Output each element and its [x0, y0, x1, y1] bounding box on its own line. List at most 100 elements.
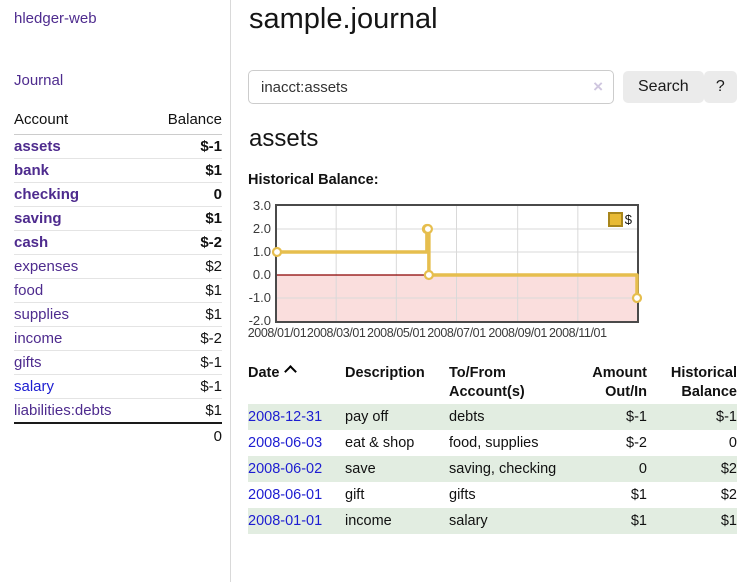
y-axis-tick: 0.0	[252, 267, 271, 282]
transaction-date-link[interactable]: 2008-01-01	[248, 513, 323, 529]
legend-label: $	[624, 212, 632, 227]
account-heading: assets	[249, 125, 319, 152]
account-row: salary $-1	[14, 374, 222, 399]
register-header-row: Date Description To/From Account(s) Amou…	[248, 362, 737, 404]
transaction-balance: $1	[647, 508, 737, 534]
transaction-accounts: saving, checking	[449, 456, 567, 482]
transaction-accounts: salary	[449, 508, 567, 534]
account-balance: $2	[147, 254, 222, 279]
account-row: bank $1	[14, 158, 222, 183]
account-balance: $-1	[147, 374, 222, 399]
transaction-amount: 0	[567, 456, 647, 482]
main-content: sample.journal × Search ? assets Histori…	[248, 0, 737, 534]
chart-plot-svg	[271, 206, 643, 321]
search-input-wrap: ×	[248, 70, 614, 104]
account-row: gifts $-1	[14, 350, 222, 375]
transaction-accounts: debts	[449, 404, 567, 430]
account-balance: 0	[147, 182, 222, 207]
register-row: 2008-01-01 income salary $1 $1	[248, 508, 737, 534]
transaction-description: eat & shop	[345, 435, 415, 451]
transaction-date-link[interactable]: 2008-06-03	[248, 435, 323, 451]
account-link-salary[interactable]: salary	[14, 378, 55, 395]
account-balance: $-2	[147, 230, 222, 255]
transaction-accounts: food, supplies	[449, 435, 539, 451]
account-row: supplies $1	[14, 302, 222, 327]
account-link-cash[interactable]: cash	[14, 234, 49, 251]
register-row: 2008-06-01 gift gifts $1 $2	[248, 482, 737, 508]
account-link-food[interactable]: food	[14, 282, 44, 299]
account-link-bank[interactable]: bank	[14, 162, 50, 179]
y-axis-tick: 1.0	[252, 244, 271, 259]
transaction-description: income	[345, 508, 449, 534]
transaction-date-link[interactable]: 2008-12-31	[248, 409, 323, 425]
chart-legend: $	[607, 212, 632, 227]
sidebar-item-journal[interactable]: Journal	[14, 72, 64, 89]
account-row: assets $-1	[14, 134, 222, 159]
account-link-liabilities-debts[interactable]: liabilities:debts	[14, 402, 112, 419]
register-header-amount: Amount Out/In	[592, 365, 647, 400]
transaction-balance: 0	[728, 435, 737, 451]
account-balance: $-1	[147, 350, 222, 375]
transaction-amount: $-2	[626, 435, 647, 451]
account-link-assets[interactable]: assets	[14, 138, 61, 155]
register-header-balance: Historical Balance	[670, 365, 737, 400]
brand-link[interactable]: hledger-web	[14, 10, 97, 27]
transaction-balance: $-1	[647, 404, 737, 430]
transaction-amount: $1	[630, 487, 647, 503]
register-header-description: Description	[345, 365, 425, 381]
page-title: sample.journal	[249, 3, 438, 35]
help-button[interactable]: ?	[703, 71, 737, 103]
y-axis-tick: -2.0	[248, 313, 271, 328]
y-axis-tick: -1.0	[248, 290, 271, 305]
register-row: 2008-06-03 eat & shop food, supplies $-2…	[248, 430, 737, 456]
chart-title: Historical Balance:	[248, 172, 379, 188]
accounts-header-balance: Balance	[147, 108, 222, 135]
account-balance: $1	[147, 158, 222, 183]
transaction-date-link[interactable]: 2008-06-02	[248, 461, 323, 477]
transaction-description: save	[345, 456, 449, 482]
account-link-expenses[interactable]: expenses	[14, 258, 79, 275]
account-link-income[interactable]: income	[14, 330, 63, 347]
register-header-date[interactable]: Date	[248, 362, 345, 404]
y-axis-tick: 2.0	[252, 221, 271, 236]
legend-swatch-icon	[607, 212, 623, 227]
account-balance: $-2	[147, 326, 222, 351]
accounts-table: Account Balance assets $-1 bank $1 check…	[14, 108, 222, 449]
account-row: cash $-2	[14, 230, 222, 255]
transaction-accounts: gifts	[449, 487, 476, 503]
sidebar: hledger-web Journal Account Balance asse…	[0, 0, 231, 582]
x-axis-tick: 2008/05/01	[367, 326, 426, 340]
transaction-amount: $-1	[567, 404, 647, 430]
transaction-description: pay off	[345, 404, 449, 430]
clear-search-icon[interactable]: ×	[593, 77, 603, 96]
account-row: expenses $2	[14, 254, 222, 279]
accounts-total-row: 0	[14, 422, 222, 449]
account-link-supplies[interactable]: supplies	[14, 306, 70, 323]
sort-ascending-icon	[284, 365, 298, 378]
x-axis-tick: 2008/01/01	[247, 326, 307, 340]
x-axis-tick: 2008/11/01	[548, 326, 607, 340]
transaction-amount: $1	[567, 508, 647, 534]
account-link-checking[interactable]: checking	[14, 186, 80, 203]
search-input[interactable]	[248, 70, 614, 104]
account-row: checking 0	[14, 182, 222, 207]
account-link-saving[interactable]: saving	[14, 210, 62, 227]
transaction-date-link[interactable]: 2008-06-01	[248, 487, 323, 503]
account-balance: $1	[147, 278, 222, 303]
register-table: Date Description To/From Account(s) Amou…	[248, 362, 737, 534]
x-axis-tick: 2008/03/01	[306, 326, 366, 340]
y-axis-tick: 3.0	[252, 198, 271, 213]
search-button[interactable]: Search	[623, 71, 704, 103]
accounts-header-account: Account	[14, 108, 148, 135]
x-axis-tick: 2008/09/01	[488, 326, 547, 340]
account-link-gifts[interactable]: gifts	[14, 354, 42, 371]
chart: $ 3.0 2.0 1.0 0.0 -1.0 -2.0 2008/01/01 2008/03/…	[248, 198, 737, 342]
chart-plot-area: $	[271, 204, 643, 323]
transaction-balance: $2	[647, 456, 737, 482]
account-row: liabilities:debts $1	[14, 399, 222, 424]
accounts-total-value: 0	[14, 422, 222, 449]
register-header-tofrom: To/From Account(s)	[449, 365, 525, 400]
x-axis-tick: 2008/07/01	[427, 326, 486, 340]
search-bar: × Search ?	[248, 70, 737, 104]
